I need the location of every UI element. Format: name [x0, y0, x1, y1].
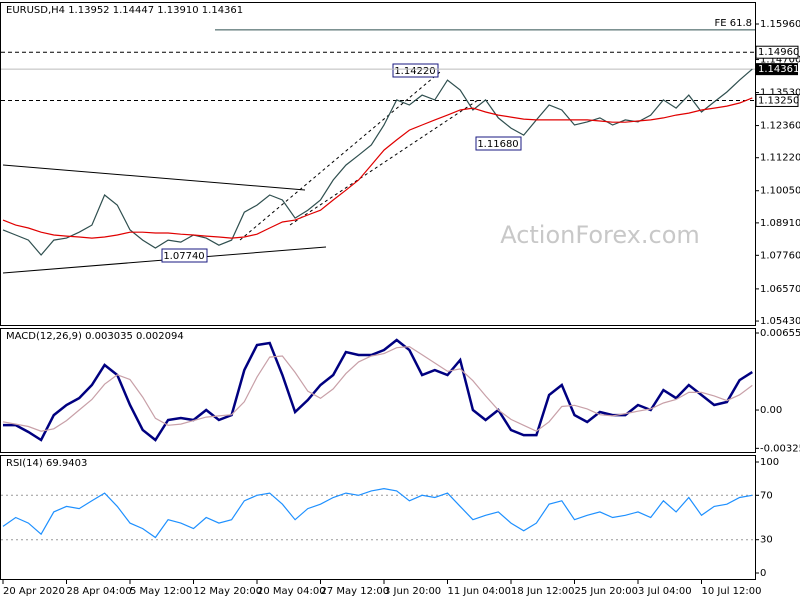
- y-tick-label: 1.12360: [760, 121, 800, 132]
- y-tick-label: 1.15960: [760, 19, 800, 30]
- series-line: [2, 97, 753, 239]
- x-tick-label: 20 Apr 2020: [3, 586, 65, 597]
- level-box: [755, 45, 799, 59]
- series-line: [2, 68, 753, 256]
- y-tick-label: 0: [760, 568, 766, 579]
- y-tick-label: 1.05430: [760, 316, 800, 327]
- y-tick-label: 0.00: [760, 405, 782, 416]
- panel-title: MACD(12,26,9) 0.003035 0.002094: [6, 331, 184, 342]
- y-tick-label: 1.10050: [760, 186, 800, 197]
- x-tick-label: 3 Jul 04:00: [638, 586, 692, 597]
- panel-title: EURUSD,H4 1.13952 1.14447 1.13910 1.1436…: [6, 5, 243, 16]
- annotation-box: [161, 248, 208, 263]
- x-tick-label: 3 Jun 20:00: [384, 586, 441, 597]
- y-tick-label: 1.07760: [760, 250, 800, 261]
- x-tick-label: 20 May 04:00: [257, 586, 326, 597]
- fe-label: FE 61.8: [714, 18, 752, 29]
- y-tick-label: 1.06570: [760, 284, 800, 295]
- annotation-box: [475, 136, 522, 151]
- x-tick-label: 25 Jun 20:00: [575, 586, 639, 597]
- x-tick-label: 27 May 12:00: [321, 586, 390, 597]
- annotation: 1.11680: [477, 139, 518, 150]
- y-tick-label: 1.11220: [760, 153, 800, 164]
- trend-line: [2, 164, 306, 191]
- watermark: ActionForex.com: [500, 221, 700, 249]
- series-line: [2, 487, 753, 539]
- y-tick-label: 1.14700: [760, 55, 800, 66]
- level-label: 1.14960: [758, 47, 799, 58]
- x-tick-label: 5 May 12:00: [130, 586, 192, 597]
- y-tick-label: 0.006554: [760, 328, 800, 339]
- annotation: 1.14220: [394, 66, 435, 77]
- y-tick-label: 30: [760, 535, 773, 546]
- rsi-panel: [0, 455, 756, 580]
- channel-line: [239, 71, 441, 241]
- x-tick-label: 18 Jun 12:00: [511, 586, 575, 597]
- y-tick-label: -0.003259: [760, 443, 800, 454]
- x-tick-label: 12 May 20:00: [194, 586, 263, 597]
- series-line: [2, 345, 753, 432]
- last-price-label: 1.14361: [758, 64, 799, 75]
- macd-panel: [0, 328, 756, 453]
- y-tick-label: 1.13530: [760, 88, 800, 99]
- y-tick-label: 100: [760, 457, 779, 468]
- x-tick-label: 11 Jun 04:00: [448, 586, 512, 597]
- annotation: 1.07740: [163, 251, 204, 262]
- annotation-box: [392, 63, 439, 78]
- price-panel: [0, 2, 756, 326]
- x-tick-label: 28 Apr 04:00: [67, 586, 132, 597]
- panel-title: RSI(14) 69.9403: [6, 458, 87, 469]
- last-price-box: [756, 63, 798, 76]
- level-box: [755, 93, 799, 107]
- x-tick-label: 10 Jul 12:00: [702, 586, 762, 597]
- y-tick-label: 70: [760, 490, 773, 501]
- y-tick-label: 1.08910: [760, 218, 800, 229]
- level-label: 1.13250: [758, 95, 799, 106]
- channel-line: [289, 99, 479, 226]
